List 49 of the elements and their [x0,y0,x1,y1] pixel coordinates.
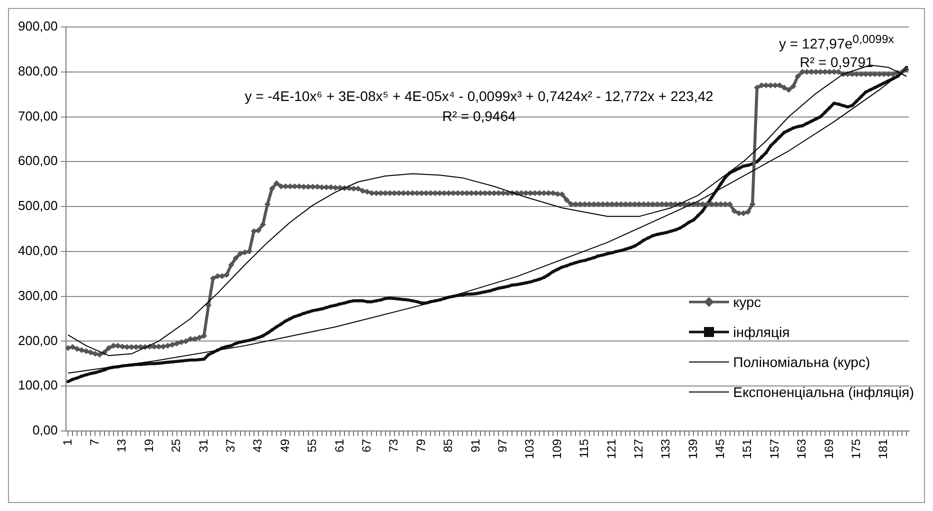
x-tick-label: 139 [686,438,700,460]
x-tick-label: 169 [822,438,836,460]
legend-label: Поліноміальна (курс) [733,354,870,370]
annotation: y = -4E-10x⁶ + 3E-08x⁵ + 4E-05x⁴ - 0,0099x³ + 0,7424x² - 12,772x + 223,42 [244,87,714,105]
x-tick-label: 25 [169,438,184,452]
x-tick-label: 49 [278,438,292,452]
y-tick-label: 200,00 [18,332,58,348]
x-tick-label: 55 [305,438,320,452]
x-tick-label: 61 [332,438,346,452]
x-tick-label: 91 [468,438,482,452]
x-tick-label: 175 [849,438,864,460]
y-tick-label: 900,00 [18,18,58,34]
legend-label: курс [733,294,762,310]
x-tick-label: 151 [740,438,754,460]
x-tick-label: 31 [196,438,210,452]
x-tick-label: 85 [441,438,456,452]
y-tick-label: 500,00 [18,198,58,214]
x-tick-label: 145 [713,438,728,460]
x-tick-label: 19 [142,438,156,452]
y-tick-label: 700,00 [18,108,58,124]
x-tick-label: 133 [658,438,673,460]
annotation: R² = 0,9791 [798,53,874,71]
x-tick-label: 67 [360,438,374,452]
annotation: y = 127,97e$^{0,0099x}$ [778,32,896,53]
x-tick-label: 37 [224,438,238,452]
x-tick-label: 181 [876,438,890,460]
x-tick-label: 115 [577,438,592,458]
x-tick-label: 1 [60,438,74,446]
x-tick-label: 157 [767,438,782,460]
x-tick-label: 127 [631,438,646,460]
y-tick-label: 400,00 [18,243,58,258]
x-tick-label: 163 [794,438,809,460]
x-tick-label: 121 [604,438,618,460]
annotation: R² = 0,9464 [441,107,517,125]
x-tick-label: 109 [550,438,564,460]
legend-label: Експоненціальна (інфляція) [733,384,914,400]
x-tick-label: 43 [250,438,265,452]
x-tick-label: 7 [88,438,102,446]
x-tick-label: 103 [522,438,537,460]
x-tick-label: 97 [495,438,510,452]
x-tick-label: 13 [114,438,129,452]
y-tick-label: 600,00 [18,153,58,168]
y-tick-label: 800,00 [18,63,58,78]
x-tick-label: 73 [386,438,401,452]
x-tick-label: 79 [414,438,428,452]
y-tick-label: 0,00 [32,422,58,438]
y-tick-label: 300,00 [18,288,58,303]
legend-label: інфляція [733,324,790,340]
y-tick-label: 100,00 [18,378,58,393]
